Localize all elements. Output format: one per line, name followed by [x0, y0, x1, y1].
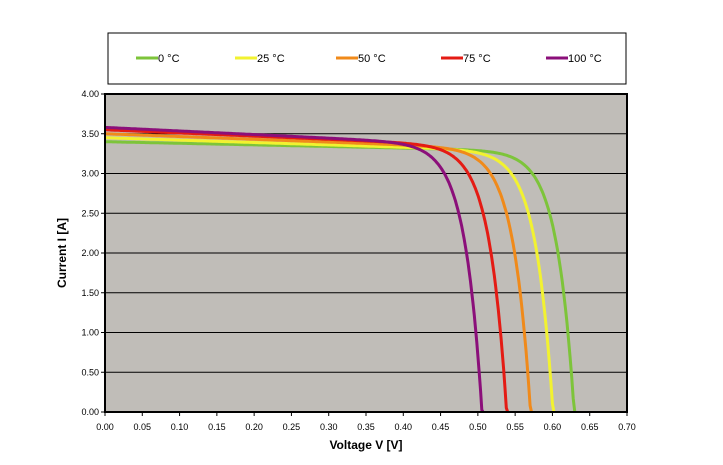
x-tick-label: 0.40 — [395, 422, 413, 432]
gridlines — [105, 133, 627, 373]
legend-label: 50 °C — [358, 53, 386, 65]
y-tick-label: 0.50 — [81, 367, 99, 377]
x-tick-label: 0.50 — [469, 422, 487, 432]
legend-label: 100 °C — [568, 53, 602, 65]
legend-box — [107, 32, 627, 85]
y-axis-ticks: 0.00 0.50 1.00 1.50 2.00 2.50 3.00 3.50 4.00 — [81, 89, 105, 417]
x-tick-label: 0.60 — [544, 422, 562, 432]
legend-label: 0 °C — [158, 53, 180, 65]
y-tick-label: 0.00 — [81, 407, 99, 417]
y-tick-label: 1.50 — [81, 288, 99, 298]
y-axis-title: Current I [A] — [55, 218, 69, 288]
legend-label: 75 °C — [463, 53, 491, 65]
x-tick-label: 0.00 — [96, 422, 114, 432]
x-tick-label: 0.25 — [283, 422, 301, 432]
x-tick-label: 0.15 — [208, 422, 226, 432]
y-tick-label: 4.00 — [81, 89, 99, 99]
x-tick-label: 0.35 — [357, 422, 375, 432]
x-axis-ticks: 0.00 0.05 0.10 0.15 0.20 0.25 0.30 0.35 0.40 0.45… — [96, 412, 636, 432]
x-tick-label: 0.45 — [432, 422, 450, 432]
x-tick-label: 0.10 — [171, 422, 189, 432]
series-line-4 — [104, 125, 485, 413]
x-tick-label: 0.20 — [245, 422, 263, 432]
y-tick-label: 2.50 — [81, 208, 99, 218]
x-tick-label: 0.30 — [320, 422, 338, 432]
series-line-1 — [104, 136, 556, 413]
y-tick-label: 1.00 — [81, 328, 99, 338]
y-tick-label: 2.00 — [81, 248, 99, 258]
legend: 0 °C 25 °C 50 °C 75 °C 100 °C — [136, 53, 602, 65]
x-axis-title: Voltage V [V] — [329, 438, 402, 452]
x-tick-label: 0.70 — [618, 422, 636, 432]
series-group — [104, 125, 577, 413]
x-tick-label: 0.55 — [506, 422, 524, 432]
legend-label: 25 °C — [257, 53, 285, 65]
x-tick-label: 0.05 — [134, 422, 152, 432]
series-line-2 — [104, 132, 533, 413]
y-tick-label: 3.50 — [81, 129, 99, 139]
y-tick-label: 3.00 — [81, 169, 99, 179]
x-tick-label: 0.65 — [581, 422, 599, 432]
